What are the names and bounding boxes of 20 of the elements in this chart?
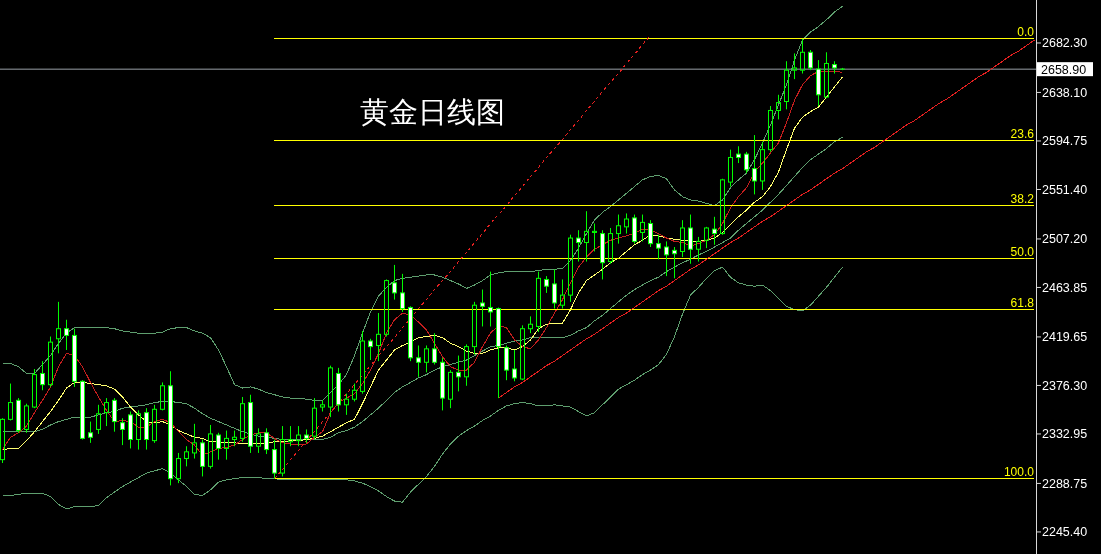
y-tick-label: 2463.85 [1042,280,1088,295]
y-tick-label: 2638.10 [1042,85,1088,100]
series-label: 38.2 [1010,192,1035,207]
y-tick-label: 2332.95 [1042,427,1088,442]
series-label: 61.8 [1010,296,1035,311]
y-tick-label: 2419.65 [1042,330,1088,345]
y-tick-label: 2594.75 [1042,134,1088,149]
ref-line-label: 2658.90 [1041,62,1087,77]
ref-line-labels: 2658.90 [1037,62,1093,77]
y-tick-label: 2551.40 [1042,182,1088,197]
series-label: 100.0 [1003,465,1035,480]
y-tick-label: 2245.40 [1042,525,1088,540]
text: 黄金日线图 [360,95,505,129]
y-tick-label: 2507.20 [1042,232,1088,247]
y-tick-label: 2376.30 [1042,378,1088,393]
y-tick-label: 2288.75 [1042,476,1088,491]
series-label: 0.0 [1017,25,1035,40]
y-tick-label: 2682.30 [1042,36,1088,51]
series-label: 23.6 [1010,127,1035,142]
series-label: 50.0 [1010,244,1035,259]
